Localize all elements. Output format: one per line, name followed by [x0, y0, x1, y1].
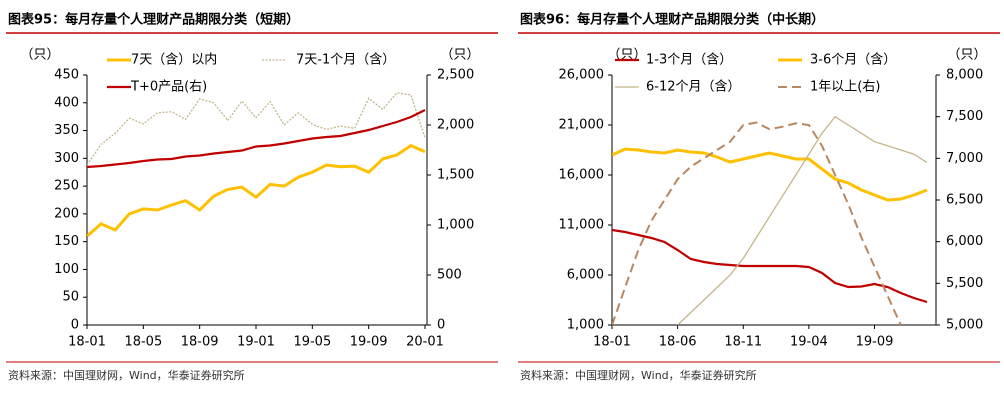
x-tick-label: 18-01 — [68, 335, 106, 350]
y-tick-label: 150 — [54, 234, 79, 249]
y2-unit: （只） — [440, 48, 479, 63]
y-tick-label: 1,000 — [567, 318, 604, 333]
series-line — [87, 143, 426, 238]
chart-title: 图表95：每月存量个人理财产品期限分类（短期） — [8, 12, 299, 28]
x-tick-label: 18-09 — [181, 335, 219, 350]
y2-tick-label: 0 — [437, 318, 445, 333]
y-unit: （只） — [20, 48, 59, 63]
y-tick-label: 250 — [54, 179, 79, 194]
series-line — [612, 147, 928, 202]
y2-tick-label: 6,000 — [946, 234, 983, 249]
y-unit: （只） — [607, 48, 646, 63]
series-line — [87, 109, 426, 169]
y-tick-label: 400 — [54, 95, 79, 110]
series-line — [612, 121, 902, 326]
legend-label: 7天（含）以内 — [131, 52, 217, 68]
y2-tick-label: 5,000 — [946, 318, 983, 333]
y2-tick-label: 1,000 — [437, 218, 474, 233]
x-tick-label: 18-11 — [724, 335, 762, 350]
x-tick-label: 18-06 — [659, 335, 697, 350]
y-tick-label: 200 — [54, 206, 79, 221]
series-line — [612, 228, 928, 304]
x-tick-label: 19-09 — [856, 335, 894, 350]
legend-label: 1年以上(右) — [810, 80, 880, 95]
x-tick-label: 19-04 — [790, 335, 828, 350]
legend-label: 1-3个月（含） — [646, 52, 732, 68]
x-tick-label: 19-09 — [350, 335, 388, 350]
chart-title: 图表96：每月存量个人理财产品期限分类（中长期） — [520, 12, 824, 28]
y-tick-label: 21,000 — [559, 118, 605, 133]
y-tick-label: 300 — [54, 151, 79, 166]
y-tick-label: 50 — [62, 290, 79, 305]
x-tick-label: 18-01 — [593, 335, 631, 350]
y-tick-label: 450 — [54, 68, 79, 83]
series-line — [87, 92, 426, 166]
y2-unit: （只） — [947, 48, 986, 63]
y2-tick-label: 2,500 — [437, 68, 474, 83]
legend-label: T+0产品(右) — [130, 80, 207, 95]
y2-tick-label: 6,500 — [946, 193, 983, 208]
source-note: 资料来源：中国理财网，Wind，华泰证券研究所 — [520, 368, 757, 382]
x-tick-label: 19-01 — [237, 335, 275, 350]
y-tick-label: 16,000 — [559, 168, 605, 183]
y-tick-label: 100 — [54, 262, 79, 277]
x-tick-label: 20-01 — [406, 335, 444, 350]
x-tick-label: 18-05 — [124, 335, 162, 350]
y2-tick-label: 1,500 — [437, 168, 474, 183]
legend-label: 7天-1个月（含） — [296, 52, 395, 68]
y-tick-label: 26,000 — [559, 68, 605, 83]
y2-tick-label: 5,500 — [946, 276, 983, 291]
y2-tick-label: 8,000 — [946, 68, 983, 83]
y-tick-label: 11,000 — [559, 218, 605, 233]
legend-label: 3-6个月（含） — [810, 52, 896, 68]
y-tick-label: 350 — [54, 123, 79, 138]
legend-label: 6-12个月（含） — [646, 79, 741, 95]
series-line — [677, 115, 928, 326]
source-note: 资料来源：中国理财网，Wind，华泰证券研究所 — [8, 368, 245, 382]
y2-tick-label: 7,500 — [946, 109, 983, 124]
y2-tick-label: 7,000 — [946, 151, 983, 166]
y2-tick-label: 500 — [437, 268, 462, 283]
y-tick-label: 6,000 — [567, 268, 604, 283]
y2-tick-label: 2,000 — [437, 118, 474, 133]
x-tick-label: 19-05 — [293, 335, 331, 350]
y-tick-label: 0 — [71, 318, 79, 333]
